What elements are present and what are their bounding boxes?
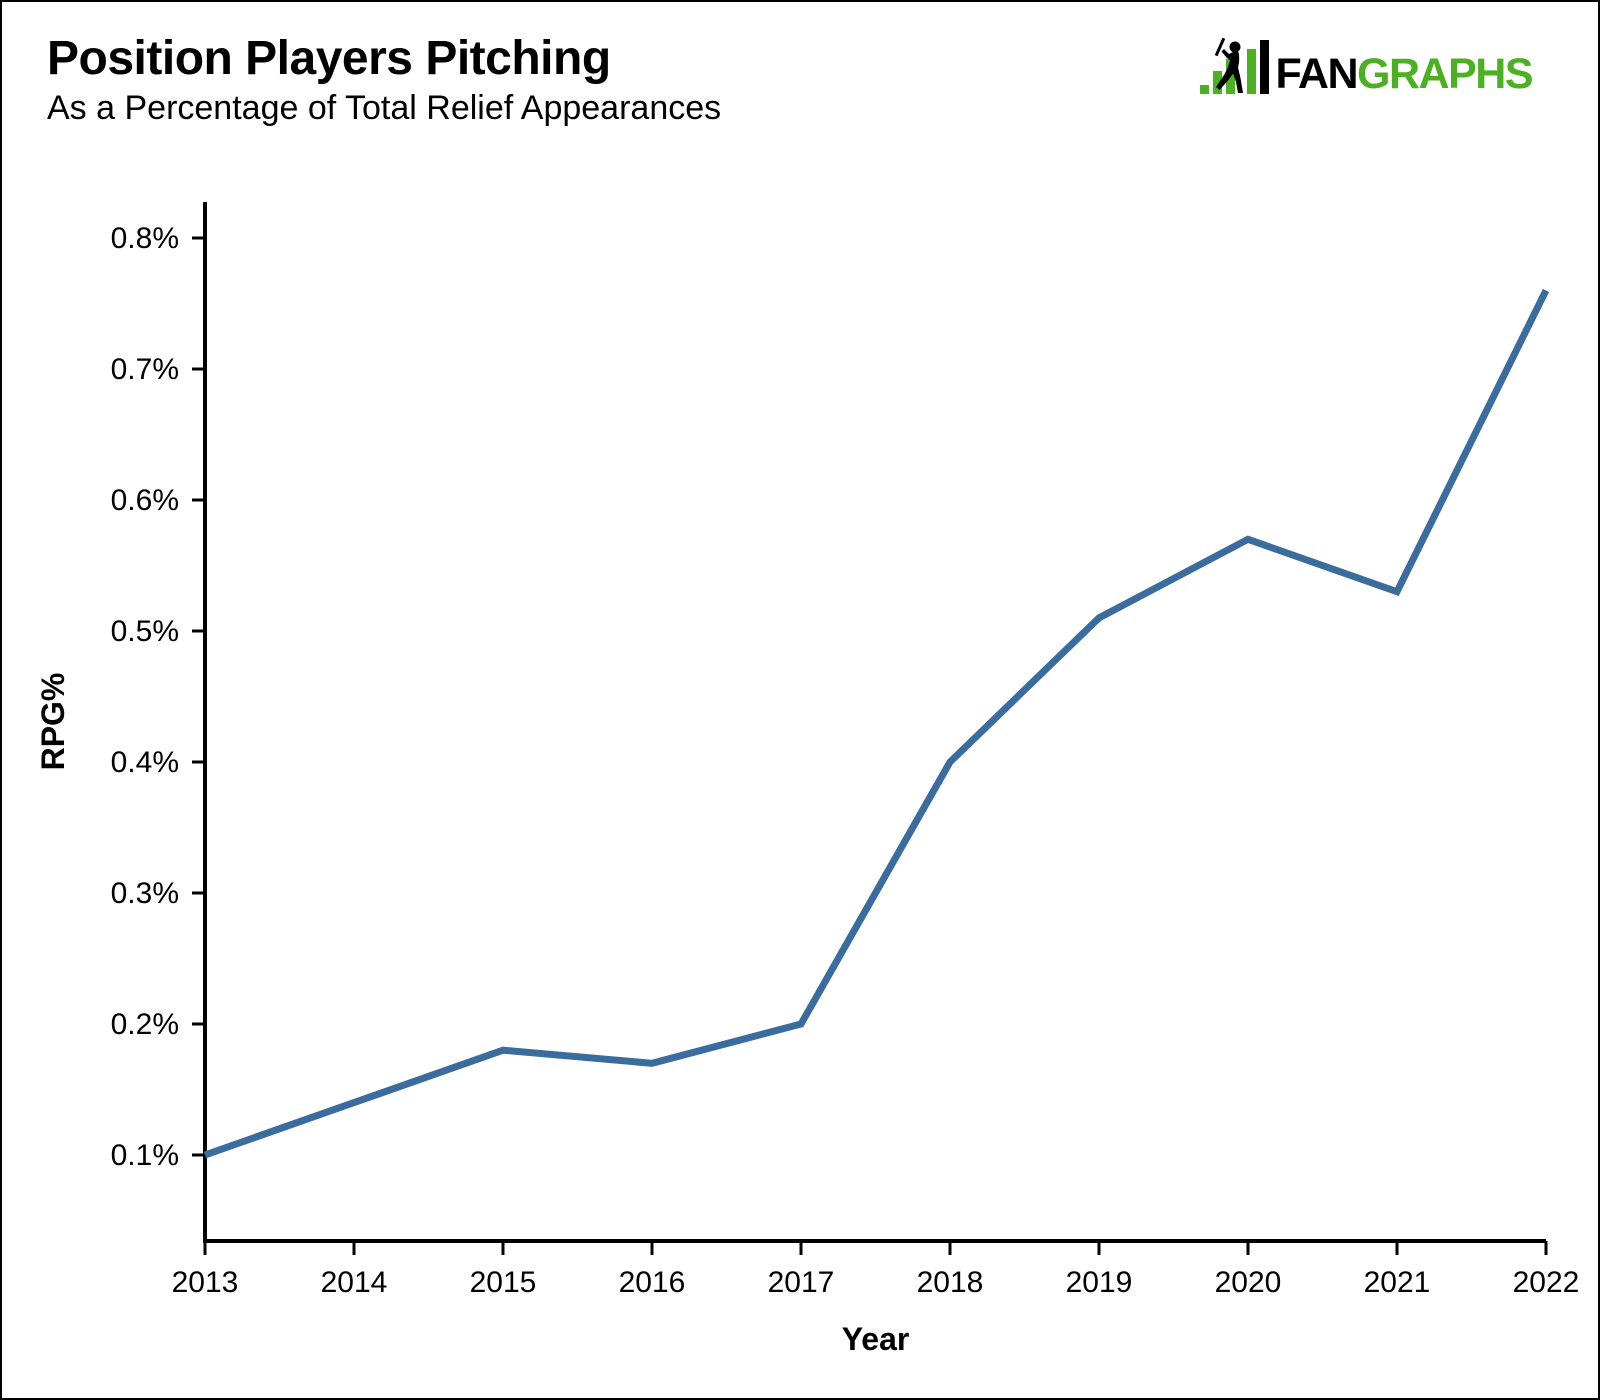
y-axis-title: RPG%	[35, 673, 71, 771]
x-tick-label: 2018	[917, 1266, 984, 1299]
y-tick-label: 0.1%	[111, 1139, 179, 1172]
y-tick-label: 0.7%	[111, 353, 179, 386]
x-tick-label: 2013	[172, 1266, 239, 1299]
fangraphs-wordmark: FANGRAPHS	[1276, 53, 1534, 96]
x-tick-label: 2020	[1215, 1266, 1282, 1299]
chart-title: Position Players Pitching	[47, 32, 611, 85]
rpg-trend-line	[203, 288, 1550, 1159]
x-axis-title: Year	[842, 1321, 910, 1357]
y-tick-label: 0.2%	[111, 1008, 179, 1041]
logo-text-fan: FAN	[1275, 50, 1359, 99]
x-tick-label: 2019	[1066, 1266, 1133, 1299]
y-tick-label: 0.3%	[111, 877, 179, 910]
x-tick-label: 2017	[768, 1266, 835, 1299]
y-tick-label: 0.8%	[111, 222, 179, 255]
fangraphs-logo-icon	[1199, 38, 1269, 94]
y-tick-label: 0.6%	[111, 484, 179, 517]
y-tick-label: 0.5%	[111, 615, 179, 648]
logo-text-graphs: GRAPHS	[1357, 50, 1533, 99]
batter-silhouette-icon	[1214, 38, 1243, 93]
chart-header: Position Players Pitching As a Percentag…	[47, 32, 721, 127]
x-tick-label: 2021	[1364, 1266, 1431, 1299]
chart-subtitle: As a Percentage of Total Relief Appearan…	[47, 88, 722, 127]
y-tick-label: 0.4%	[111, 746, 179, 779]
x-tick-label: 2014	[321, 1266, 388, 1299]
x-tick-label: 2016	[619, 1266, 686, 1299]
x-tick-label: 2015	[470, 1266, 537, 1299]
x-tick-label: 2022	[1513, 1266, 1580, 1299]
fangraphs-logo: FANGRAPHS	[1199, 38, 1534, 96]
